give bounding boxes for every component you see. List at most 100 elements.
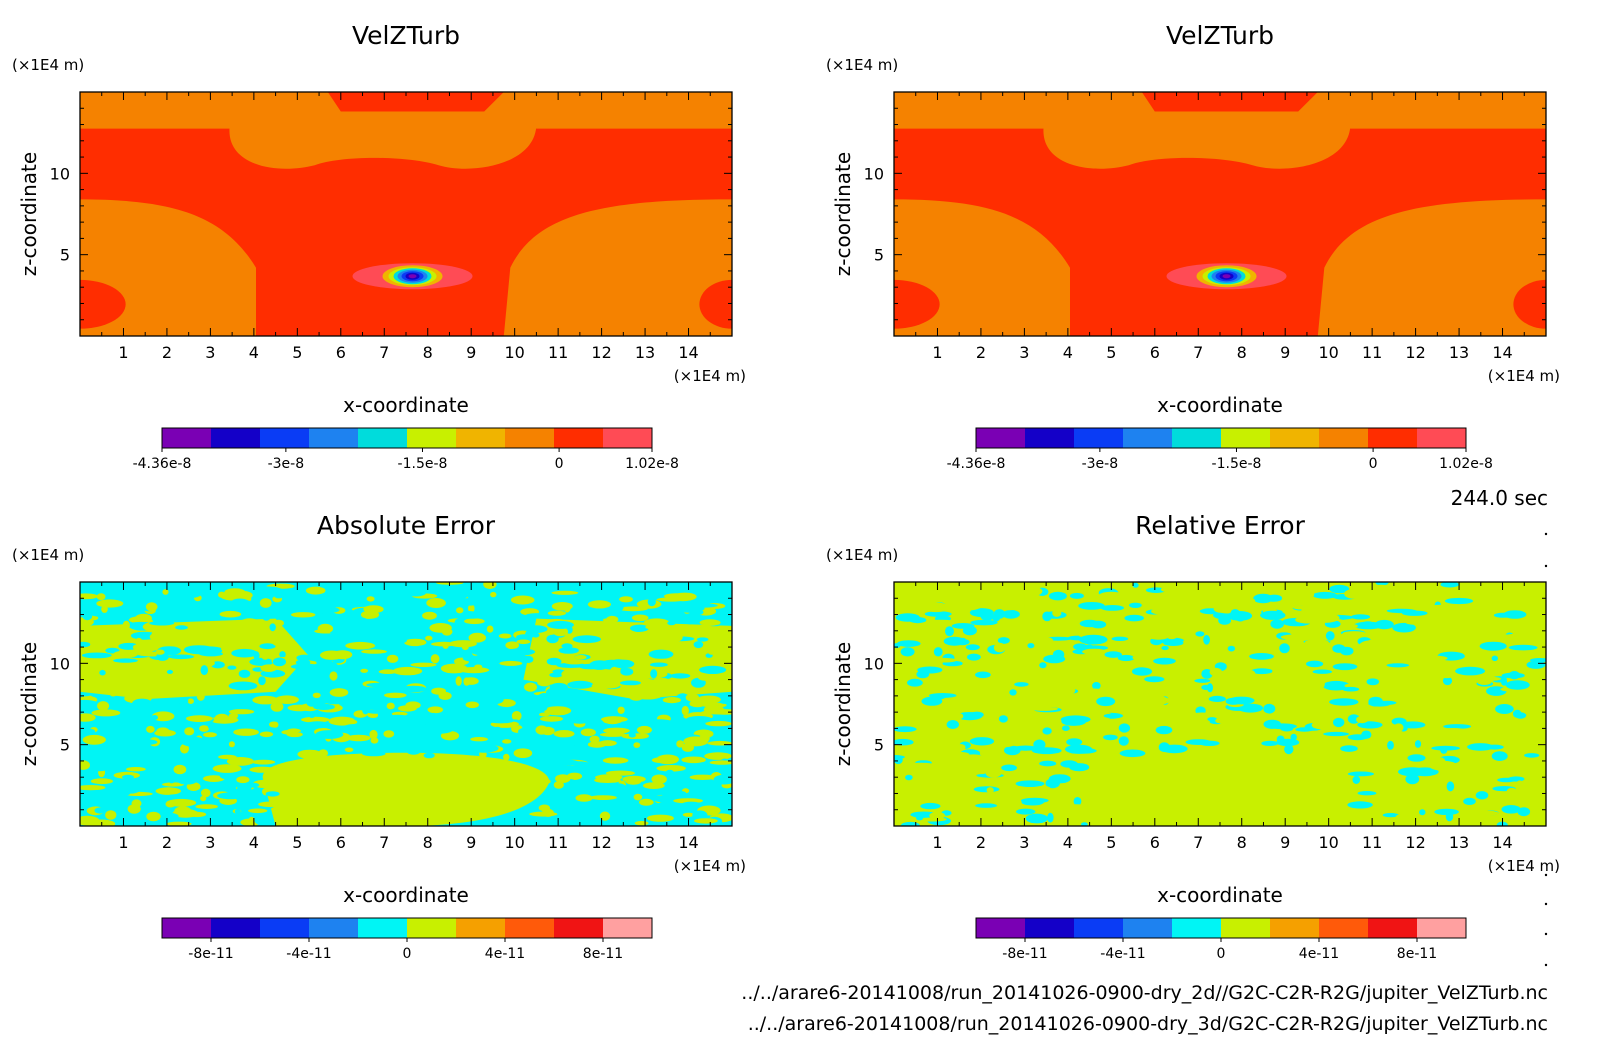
field-speckle [228,817,236,825]
field-speckle [993,642,1006,653]
field-speckle [290,663,320,670]
vortex-contour [408,274,417,279]
colorbar-tick-label: -4.36e-8 [133,456,192,472]
colorbar-swatch [456,918,506,938]
field-speckle [385,675,395,686]
field-speckle [342,582,365,588]
vortex-contour [1222,274,1231,279]
field-speckle [171,608,184,619]
colorbar-tick-label: 1.02e-8 [625,456,679,472]
field-speckle [1375,582,1389,586]
field-speckle [1411,616,1440,626]
field-speckle [1486,686,1507,696]
colorbar-tick-label: 0 [1369,456,1378,472]
field-speckle [1369,584,1394,594]
field-speckle [311,606,340,614]
field-speckle [1209,667,1223,677]
field-speckle [1035,636,1054,645]
field-speckle [1104,651,1122,658]
field-speckle [499,660,523,666]
field-speckle [199,725,209,732]
field-speckle [1231,669,1246,679]
field-speckle [1366,678,1380,686]
y-axis-label: z-coordinate [17,152,41,276]
y-unit-label: (×1E4 m) [12,56,84,74]
colorbar-swatch [1417,918,1467,938]
field-speckle [291,612,316,618]
field-speckle [1138,684,1164,690]
field-speckle [502,739,512,744]
field-speckle [1096,696,1116,707]
field-speckle [1012,700,1020,708]
field-speckle [1532,704,1545,713]
x-tick-label: 14 [678,833,698,852]
field-speckle [1476,658,1484,664]
field-contour-region [80,279,126,329]
field-speckle [1149,661,1156,669]
field-speckle [546,634,559,644]
field-speckle [175,603,193,610]
colorbar-frame [161,427,653,449]
field-speckle [308,710,316,718]
field-speckle [1239,682,1256,691]
colorbar-swatch [554,428,604,448]
field-speckle [329,671,338,681]
field-speckle [1129,602,1142,608]
field-speckle [193,647,223,655]
field-speckle [523,655,534,664]
field-speckle [547,620,574,629]
field-speckle [1218,616,1231,625]
field-speckle [174,809,182,815]
field-speckle [252,593,263,602]
field-speckle [1040,672,1070,682]
x-tick-label: 2 [162,343,172,362]
x-tick-label: 3 [1019,833,1029,852]
field-speckle [1445,687,1456,695]
colorbar-swatch [554,918,604,938]
field-speckle [633,742,641,748]
x-tick-label: 3 [1019,343,1029,362]
field-speckle [633,710,642,716]
field-speckle [1056,685,1076,696]
field-speckle [1380,782,1403,791]
field-speckle [1086,737,1099,742]
field-speckle [405,655,413,664]
field-speckle [942,586,969,595]
field-speckle [1078,602,1105,610]
field-speckle [1438,728,1467,733]
field-speckle [525,613,548,619]
x-tick-label: 5 [1106,833,1116,852]
field-speckle [151,631,158,640]
y-tick-label: 5 [60,246,70,265]
field-speckle [900,647,915,657]
colorbar-swatch [1123,918,1173,938]
field-speckle [1395,814,1402,824]
field-speckle [1015,808,1036,815]
field-speckle [1311,720,1332,730]
field-speckle [698,675,712,681]
field-speckle [681,756,706,764]
x-tick-label: 13 [635,343,655,362]
field-speckle [1250,659,1279,667]
field-speckle [162,751,176,758]
field-speckle [187,811,207,818]
field-speckle [606,615,619,623]
field-contour-region [327,92,504,112]
field-speckle [1411,767,1439,777]
field-speckle [1406,681,1417,689]
field-speckle [363,605,384,614]
field-speckle [155,787,181,795]
field-speckle [158,741,172,752]
field-speckle [1144,676,1165,683]
colorbar-swatch [407,428,457,448]
field-speckle [580,728,596,737]
field-speckle [605,770,636,776]
field-speckle [537,678,552,687]
field-speckle [335,633,363,643]
field-speckle [198,754,217,765]
field-speckle [594,748,619,754]
field-speckle [596,821,622,826]
field-speckle [500,605,513,614]
field-speckle [587,611,611,620]
field-speckle [718,697,732,704]
